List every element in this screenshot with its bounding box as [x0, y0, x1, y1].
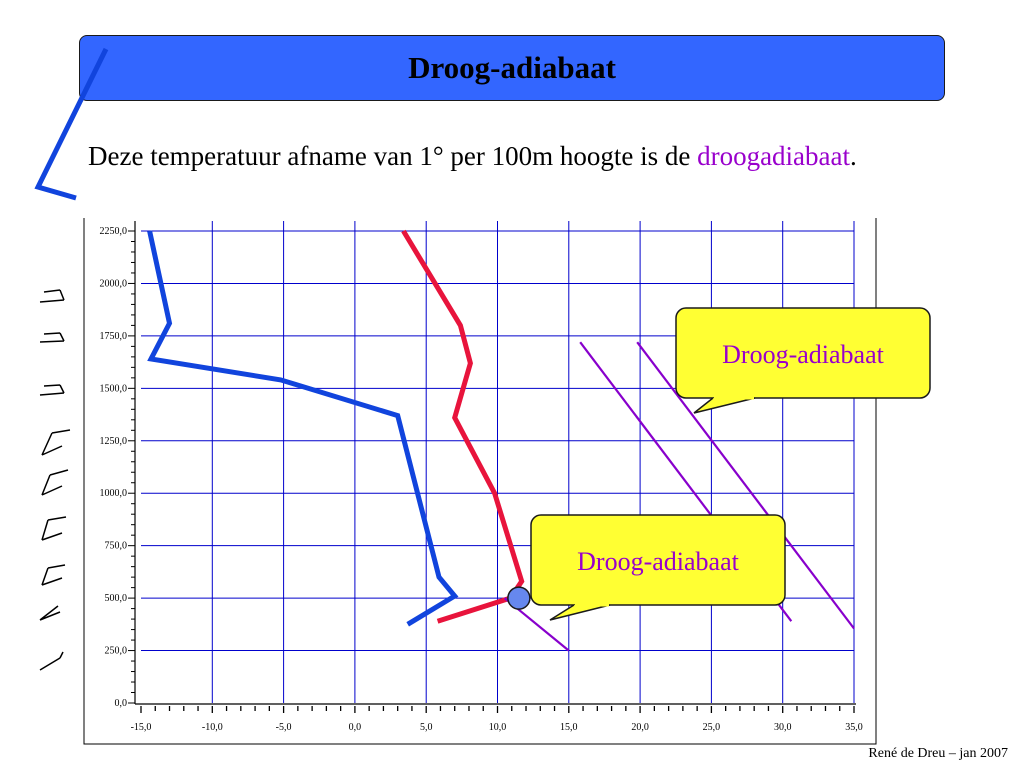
wind-barb	[41, 516, 67, 541]
title-banner: Droog-adiabaat	[79, 35, 945, 101]
y-tick-label: 2250,0	[100, 226, 128, 237]
callout-bubble: Droog-adiabaat	[530, 514, 786, 621]
author-credit: René de Dreu – jan 2007	[868, 746, 1008, 761]
body-text-prefix: Deze temperatuur afname van 1° per 100m …	[88, 141, 691, 171]
body-keyword: droogadiabaat	[697, 141, 851, 171]
wind-barbs	[39, 289, 71, 671]
wind-barb	[39, 289, 65, 303]
x-tick-label: 0,0	[349, 722, 362, 733]
pointer-line	[34, 47, 109, 201]
tick-labels: -15,0 -10,0 -5,0 0,0 5,0 10,0 15,0 20,0 25,0 30,0…	[100, 226, 863, 733]
x-tick-label: 10,0	[489, 722, 507, 733]
x-tick-label: 5,0	[420, 722, 433, 733]
y-tick-label: 1000,0	[100, 488, 128, 499]
points-layer	[507, 586, 531, 610]
body-text-suffix: .	[850, 141, 857, 171]
x-tick-label: 30,0	[774, 722, 792, 733]
axis-ticks	[128, 230, 855, 713]
wind-barb	[41, 564, 66, 586]
slide-title: Droog-adiabaat	[408, 50, 616, 85]
callout-bubble: Droog-adiabaat	[675, 307, 931, 414]
x-tick-label: 35,0	[845, 722, 863, 733]
wind-barb	[39, 605, 61, 621]
temperature-curve	[147, 230, 459, 627]
callout-label: Droog-adiabaat	[577, 547, 739, 576]
y-tick-label: 750,0	[105, 541, 128, 552]
y-tick-label: 1500,0	[100, 383, 128, 394]
body-text: Deze temperatuur afname van 1° per 100m …	[88, 137, 888, 175]
chart-frame	[83, 218, 877, 745]
wind-barb	[41, 469, 69, 496]
x-tick-label: 20,0	[631, 722, 649, 733]
y-tick-label: 2000,0	[100, 278, 128, 289]
y-tick-label: 1750,0	[100, 331, 128, 342]
wind-barb	[39, 384, 65, 396]
wind-barb	[39, 651, 64, 671]
callout-box	[530, 514, 786, 606]
x-tick-label: -5,0	[276, 722, 292, 733]
callout-box	[675, 307, 931, 399]
x-tick-label: 25,0	[703, 722, 721, 733]
y-tick-label: 500,0	[105, 593, 128, 604]
x-tick-label: -15,0	[131, 722, 152, 733]
wind-barb	[39, 332, 65, 343]
callout-label: Droog-adiabaat	[722, 340, 884, 369]
callout-tail	[549, 604, 611, 621]
y-tick-label: 1250,0	[100, 436, 128, 447]
y-tick-label: 250,0	[105, 646, 128, 657]
lifting-point-marker	[507, 586, 531, 610]
wind-barb	[41, 429, 71, 456]
chart-grid	[141, 221, 855, 703]
callout-tail	[693, 397, 756, 414]
y-tick-label: 0,0	[115, 698, 128, 709]
dewpoint-curve	[401, 229, 525, 624]
dry-adiabat-line	[636, 341, 855, 630]
plot-frame	[83, 218, 877, 745]
x-tick-label: 15,0	[560, 722, 578, 733]
callouts: Droog-adiabaat Droog-adiabaat	[530, 307, 931, 621]
x-tick-label: -10,0	[202, 722, 223, 733]
